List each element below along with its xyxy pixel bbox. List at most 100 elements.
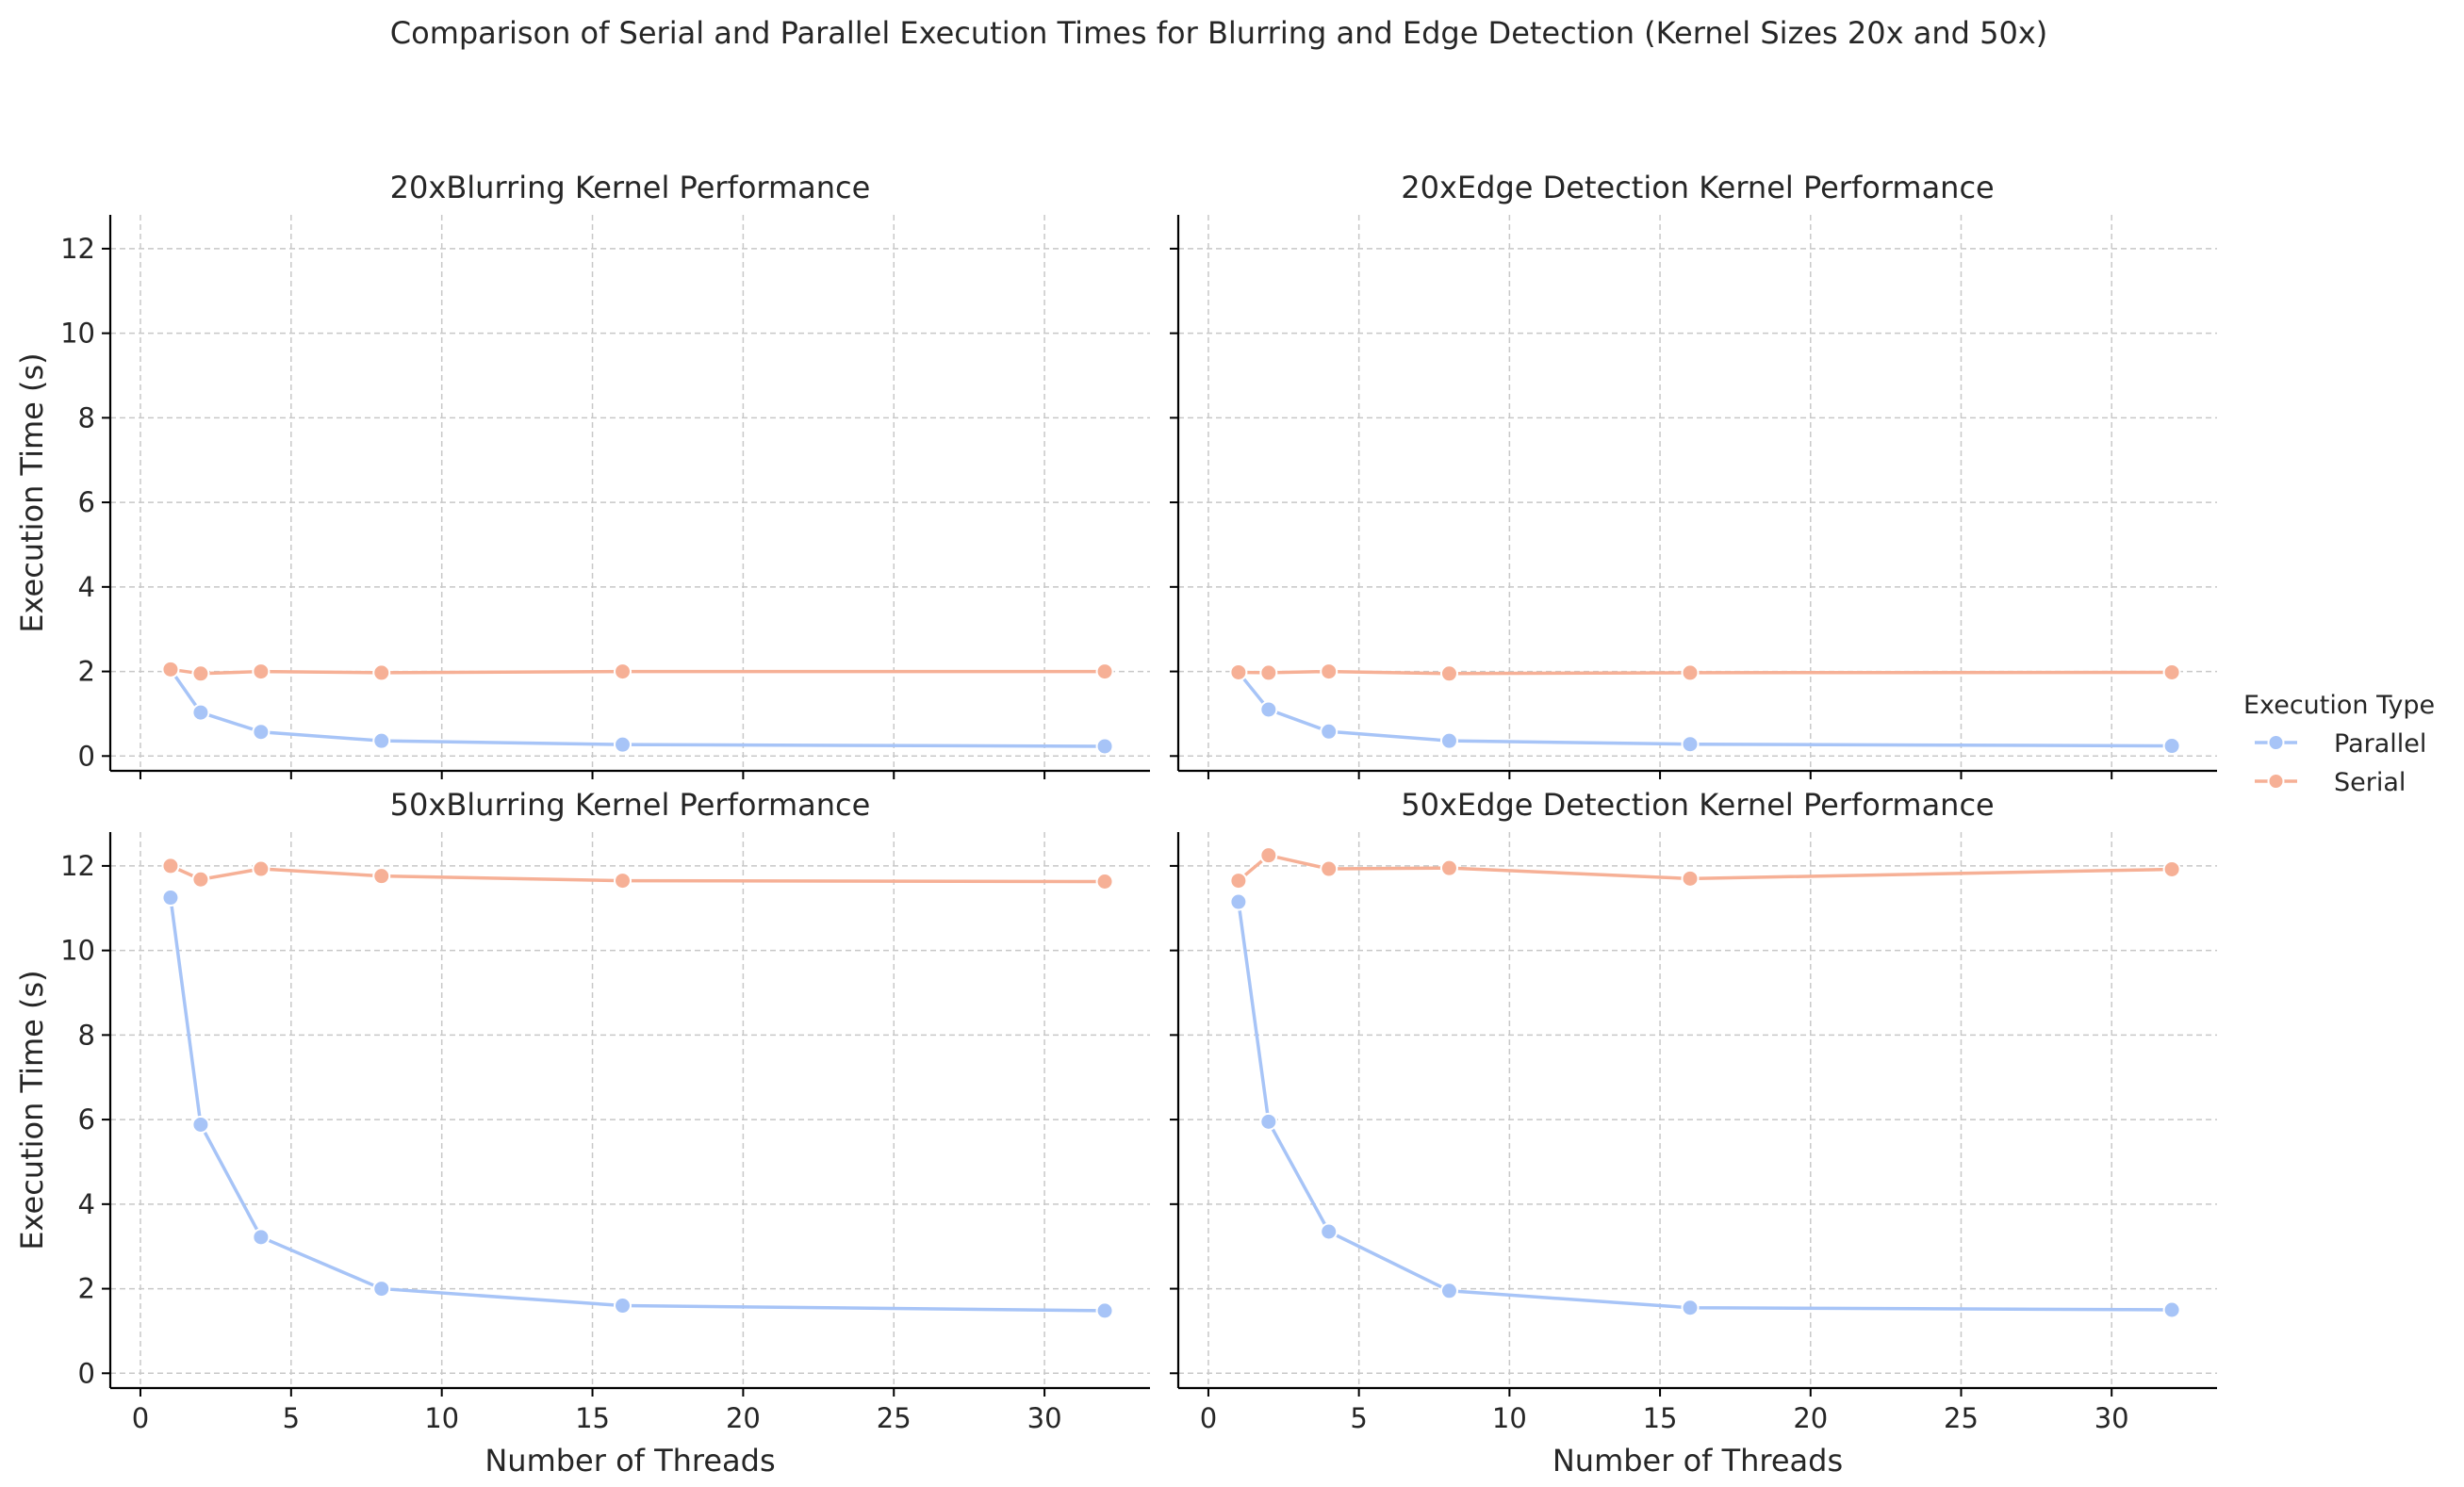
data-point-parallel: [1229, 892, 1248, 911]
series-line-parallel: [169, 897, 1106, 1313]
legend-title: Execution Type: [2243, 691, 2435, 720]
data-point-serial: [2162, 859, 2181, 878]
x-tick-label: 10: [1492, 1402, 1527, 1434]
data-point-serial: [1259, 663, 1278, 682]
x-tick-label: 20: [726, 1402, 761, 1434]
data-point-serial: [1095, 662, 1114, 681]
y-tick-label: 4: [78, 571, 95, 603]
panel-1: 0 2 4 6 8 10 12 20xBlurring Kernel Performance E…: [14, 170, 1150, 779]
data-point-parallel: [372, 731, 391, 750]
data-point-parallel: [1095, 737, 1114, 756]
x-tick-label: 0: [1200, 1402, 1217, 1434]
data-point-parallel: [1320, 1222, 1339, 1241]
x-tick-label: 20: [1793, 1402, 1828, 1434]
y-tick-label: 6: [78, 486, 95, 518]
panel-title: 50xBlurring Kernel Performance: [390, 787, 871, 823]
x-tick-label: 15: [1643, 1402, 1678, 1434]
legend-label-serial: Serial: [2334, 768, 2406, 797]
data-point-parallel: [191, 703, 210, 722]
x-axis-label: Number of Threads: [485, 1443, 775, 1479]
y-tick-label: 4: [78, 1188, 95, 1220]
data-point-parallel: [614, 735, 632, 754]
panel-3: 0 5 10 15 20 25 30 0 2 4 6 8 10 12 50xBlurring Kernel …: [14, 787, 1150, 1479]
data-point-parallel: [1320, 722, 1339, 741]
data-point-parallel: [2162, 1300, 2181, 1319]
y-axis-label: Execution Time (s): [14, 970, 50, 1250]
data-point-serial: [252, 859, 271, 878]
y-tick-label: 0: [78, 1357, 95, 1389]
series-line-parallel: [1237, 671, 2173, 748]
data-point-serial: [1320, 859, 1339, 878]
series-line-serial: [1238, 669, 2173, 676]
y-tick-label: 12: [60, 233, 95, 265]
x-tick-label: 15: [575, 1402, 610, 1434]
data-point-parallel: [161, 889, 180, 907]
data-point-parallel: [252, 723, 271, 742]
series-line-parallel: [169, 668, 1106, 748]
data-point-serial: [161, 857, 180, 875]
x-tick-label: 5: [283, 1402, 300, 1434]
data-point-serial: [1681, 869, 1700, 888]
series-line-serial: [170, 667, 1106, 676]
data-point-serial: [1439, 664, 1458, 683]
y-tick-label: 12: [60, 850, 95, 882]
data-point-parallel: [2162, 737, 2181, 756]
y-axis-label: Execution Time (s): [14, 352, 50, 632]
data-point-serial: [1439, 858, 1458, 877]
series-line-serial: [170, 864, 1106, 884]
x-tick-label: 30: [1027, 1402, 1062, 1434]
data-point-parallel: [191, 1115, 210, 1134]
legend-marker-serial: [2267, 773, 2285, 790]
legend: Execution Type Parallel Serial: [2243, 691, 2435, 797]
data-point-serial: [191, 870, 210, 889]
data-point-parallel: [1259, 700, 1278, 719]
x-tick-label: 25: [1944, 1402, 1979, 1434]
y-tick-label: 10: [60, 318, 95, 350]
panels: 0 2 4 6 8 10 12 20xBlurring Kernel Performance E…: [14, 170, 2217, 1479]
x-tick-label: 10: [424, 1402, 459, 1434]
data-point-parallel: [252, 1228, 271, 1247]
data-point-serial: [1259, 846, 1278, 865]
data-point-serial: [372, 867, 391, 886]
data-point-serial: [252, 662, 271, 681]
x-tick-label: 25: [877, 1402, 912, 1434]
data-point-serial: [191, 664, 210, 683]
data-point-parallel: [1681, 735, 1700, 754]
data-point-parallel: [372, 1280, 391, 1299]
series-line-parallel: [1237, 901, 2173, 1312]
data-point-parallel: [1259, 1112, 1278, 1131]
figure-title: Comparison of Serial and Parallel Execut…: [390, 15, 2047, 51]
y-tick-label: 10: [60, 935, 95, 967]
data-point-serial: [1229, 872, 1248, 891]
data-point-serial: [614, 872, 632, 891]
series-line-serial: [1237, 853, 2173, 882]
data-point-serial: [1095, 872, 1114, 891]
data-point-parallel: [1681, 1299, 1700, 1317]
panel-2: 20xEdge Detection Kernel Performance: [1170, 170, 2217, 779]
data-point-serial: [161, 660, 180, 678]
x-tick-label: 5: [1350, 1402, 1367, 1434]
data-point-parallel: [1439, 731, 1458, 750]
y-tick-label: 8: [78, 401, 95, 433]
legend-label-parallel: Parallel: [2334, 729, 2426, 759]
y-tick-label: 2: [78, 656, 95, 688]
y-tick-label: 8: [78, 1019, 95, 1051]
panel-title: 20xEdge Detection Kernel Performance: [1401, 170, 1994, 205]
y-tick-label: 0: [78, 740, 95, 772]
y-tick-label: 6: [78, 1103, 95, 1136]
panel-title: 50xEdge Detection Kernel Performance: [1401, 787, 1994, 823]
panel-title: 20xBlurring Kernel Performance: [390, 170, 871, 205]
data-point-serial: [614, 662, 632, 681]
data-point-parallel: [1095, 1301, 1114, 1320]
x-tick-label: 0: [132, 1402, 149, 1434]
data-point-serial: [2162, 662, 2181, 681]
data-point-parallel: [614, 1297, 632, 1315]
data-point-serial: [1229, 662, 1248, 681]
legend-marker-parallel: [2267, 734, 2285, 751]
data-point-parallel: [1439, 1282, 1458, 1300]
x-axis-label: Number of Threads: [1552, 1443, 1843, 1479]
legend-entry-serial: Serial: [2255, 768, 2406, 797]
x-tick-label: 30: [2094, 1402, 2129, 1434]
data-point-serial: [1320, 662, 1339, 681]
